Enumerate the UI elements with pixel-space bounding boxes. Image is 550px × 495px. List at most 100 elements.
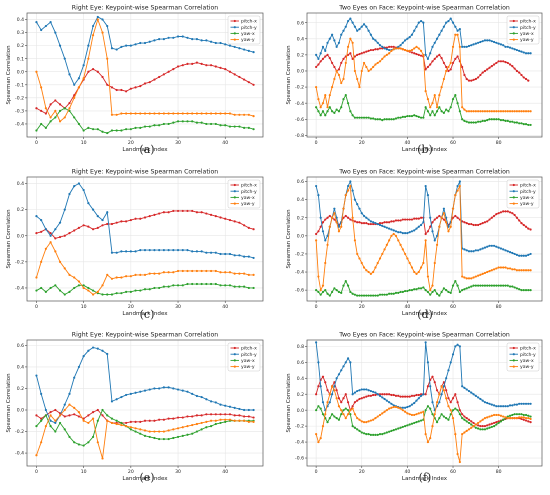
legend-label: pitch-y bbox=[241, 25, 257, 31]
data-point-pitch-x bbox=[492, 63, 496, 66]
data-point-pitch-x bbox=[463, 221, 466, 224]
data-point-pitch-y bbox=[367, 29, 370, 32]
legend-label: pitch-x bbox=[520, 183, 536, 189]
data-point-yaw-x bbox=[158, 124, 161, 127]
data-point-pitch-x bbox=[360, 52, 363, 55]
x-tick-label: 30 bbox=[175, 469, 181, 475]
data-point-pitch-y bbox=[148, 248, 151, 252]
data-point-pitch-x bbox=[49, 232, 52, 235]
data-point-pitch-x bbox=[374, 393, 377, 397]
data-point-pitch-x bbox=[401, 218, 404, 221]
data-point-yaw-x bbox=[358, 116, 361, 119]
data-point-yaw-y bbox=[397, 406, 400, 409]
data-point-yaw-y bbox=[504, 110, 507, 113]
data-point-yaw-x bbox=[438, 294, 441, 297]
data-point-pitch-x bbox=[181, 416, 184, 419]
data-point-pitch-y bbox=[333, 39, 336, 42]
data-point-yaw-x bbox=[497, 421, 500, 425]
data-point-yaw-y bbox=[73, 406, 76, 409]
data-point-pitch-y bbox=[410, 403, 414, 406]
legend-label: pitch-x bbox=[520, 346, 536, 352]
data-point-yaw-y bbox=[408, 49, 411, 52]
data-point-yaw-x bbox=[73, 116, 76, 119]
data-point-yaw-x bbox=[63, 107, 66, 110]
data-point-yaw-y bbox=[44, 247, 47, 250]
data-point-yaw-x bbox=[529, 123, 532, 127]
data-point-yaw-x bbox=[438, 417, 441, 420]
data-point-yaw-x bbox=[442, 111, 445, 114]
data-point-pitch-y bbox=[110, 251, 114, 254]
data-point-pitch-x bbox=[134, 86, 137, 89]
data-point-pitch-y bbox=[101, 349, 104, 352]
data-point-pitch-y bbox=[153, 248, 156, 252]
data-point-yaw-x bbox=[524, 289, 528, 292]
data-point-yaw-y bbox=[529, 110, 532, 113]
data-point-yaw-y bbox=[153, 430, 156, 433]
data-point-yaw-y bbox=[415, 45, 418, 48]
data-point-pitch-x bbox=[120, 88, 123, 92]
data-point-yaw-x bbox=[376, 294, 379, 297]
data-point-yaw-x bbox=[35, 425, 38, 428]
data-point-pitch-y bbox=[511, 404, 514, 407]
data-point-pitch-x bbox=[470, 222, 473, 226]
data-point-yaw-x bbox=[324, 114, 327, 117]
data-point-yaw-x bbox=[461, 118, 464, 121]
data-point-yaw-x bbox=[342, 98, 345, 101]
data-point-pitch-x bbox=[228, 218, 232, 222]
data-point-yaw-x bbox=[101, 130, 104, 133]
data-point-pitch-x bbox=[367, 222, 370, 226]
data-point-yaw-x bbox=[506, 284, 509, 287]
data-point-pitch-x bbox=[394, 219, 398, 222]
data-point-pitch-y bbox=[58, 221, 62, 224]
data-point-yaw-y bbox=[477, 421, 480, 425]
data-point-yaw-y bbox=[502, 266, 505, 269]
data-point-pitch-y bbox=[68, 192, 71, 196]
data-point-pitch-x bbox=[515, 216, 519, 219]
data-point-pitch-y bbox=[392, 229, 395, 232]
data-point-yaw-x bbox=[326, 292, 329, 295]
data-point-pitch-x bbox=[362, 51, 366, 54]
data-point-pitch-y bbox=[205, 39, 208, 42]
data-point-pitch-x bbox=[488, 66, 491, 69]
data-point-yaw-x bbox=[486, 284, 489, 287]
data-point-yaw-x bbox=[200, 428, 203, 431]
data-point-pitch-y bbox=[417, 21, 420, 24]
data-point-pitch-y bbox=[385, 399, 388, 402]
data-point-yaw-y bbox=[470, 277, 473, 280]
data-point-yaw-y bbox=[129, 112, 132, 115]
data-point-pitch-y bbox=[337, 41, 341, 44]
data-point-pitch-y bbox=[367, 389, 370, 392]
data-point-pitch-x bbox=[176, 65, 180, 68]
data-point-yaw-x bbox=[486, 427, 489, 430]
data-point-yaw-y bbox=[413, 270, 416, 274]
data-point-yaw-x bbox=[115, 129, 118, 132]
data-point-yaw-x bbox=[417, 420, 420, 423]
legend-box bbox=[506, 15, 540, 45]
data-point-yaw-y bbox=[456, 452, 459, 456]
data-point-yaw-y bbox=[233, 113, 236, 116]
data-point-yaw-x bbox=[82, 444, 85, 447]
data-point-pitch-x bbox=[465, 77, 468, 81]
data-point-yaw-x bbox=[344, 279, 347, 283]
data-point-yaw-x bbox=[330, 290, 334, 294]
x-tick-label: 60 bbox=[450, 304, 456, 310]
data-point-yaw-y bbox=[134, 112, 137, 115]
data-point-pitch-x bbox=[481, 425, 484, 428]
data-point-yaw-y bbox=[401, 409, 404, 412]
data-point-pitch-x bbox=[372, 222, 375, 226]
data-point-pitch-y bbox=[472, 250, 475, 253]
data-point-pitch-y bbox=[328, 37, 331, 40]
data-point-pitch-y bbox=[120, 45, 123, 49]
data-point-pitch-x bbox=[148, 419, 151, 422]
data-point-yaw-y bbox=[390, 406, 393, 409]
data-point-yaw-x bbox=[435, 110, 439, 113]
y-axis-label: Spearman Correlation bbox=[286, 210, 292, 269]
data-point-pitch-x bbox=[388, 221, 391, 224]
data-point-pitch-x bbox=[315, 232, 318, 236]
data-point-yaw-x bbox=[388, 292, 391, 295]
data-point-pitch-y bbox=[474, 249, 477, 252]
data-point-pitch-x bbox=[388, 393, 391, 396]
data-point-pitch-x bbox=[205, 413, 208, 416]
data-point-pitch-y bbox=[73, 185, 76, 188]
